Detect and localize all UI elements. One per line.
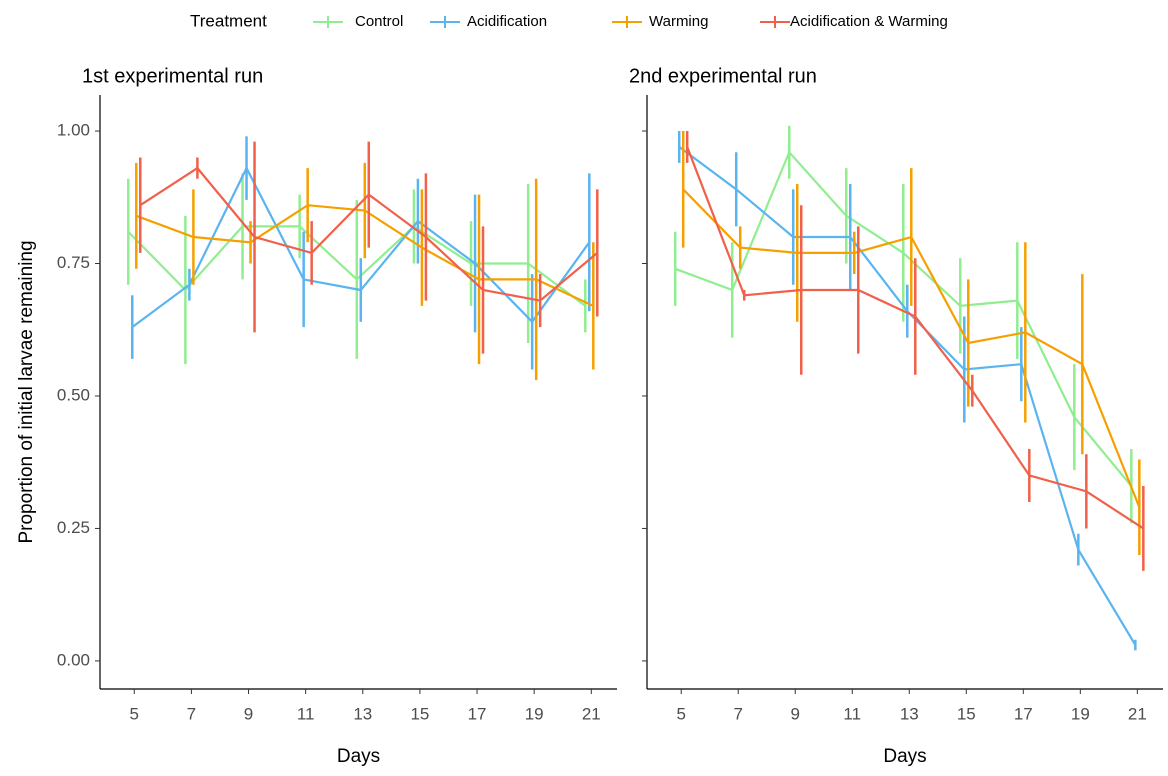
- x-tick-label: 19: [525, 704, 544, 723]
- x-tick-label: 5: [676, 704, 685, 723]
- x-tick-label: 17: [468, 704, 487, 723]
- y-tick-label: 1.00: [57, 121, 90, 140]
- x-tick-label: 9: [244, 704, 253, 723]
- x-tick-label: 11: [843, 704, 861, 723]
- x-tick-label: 15: [957, 704, 976, 723]
- x-tick-label: 11: [297, 704, 315, 723]
- series-line: [678, 146, 1137, 646]
- legend-label: Acidification & Warming: [790, 13, 948, 30]
- x-axis-label: Days: [883, 746, 926, 767]
- y-tick-label: 0.50: [57, 385, 90, 404]
- panel-title: 1st experimental run: [82, 65, 263, 87]
- x-tick-label: 5: [130, 704, 139, 723]
- x-tick-label: 15: [410, 704, 429, 723]
- legend-label: Acidification: [467, 13, 547, 30]
- x-tick-label: 7: [187, 704, 196, 723]
- x-tick-label: 17: [1014, 704, 1033, 723]
- x-tick-label: 13: [900, 704, 919, 723]
- x-tick-label: 21: [1128, 704, 1147, 723]
- x-tick-label: 7: [733, 704, 742, 723]
- legend-label: Control: [355, 13, 403, 30]
- x-tick-label: 13: [353, 704, 372, 723]
- x-tick-label: 19: [1071, 704, 1090, 723]
- legend-label: Warming: [649, 13, 708, 30]
- legend-title: Treatment: [190, 11, 267, 30]
- x-tick-label: 21: [582, 704, 601, 723]
- y-axis-label: Proportion of initial larvae remaining: [16, 240, 37, 543]
- y-tick-label: 0.25: [57, 518, 90, 537]
- y-tick-label: 0.00: [57, 650, 90, 669]
- x-tick-label: 9: [791, 704, 800, 723]
- panel-title: 2nd experimental run: [629, 65, 817, 87]
- y-tick-label: 0.75: [57, 253, 90, 272]
- x-axis-label: Days: [337, 746, 380, 767]
